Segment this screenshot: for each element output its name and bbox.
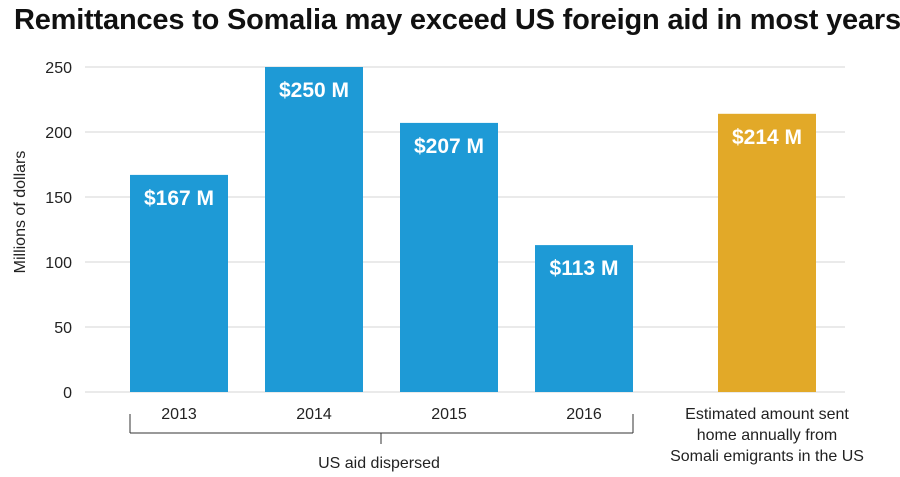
category-label-5-line-3: Somali emigrants in the US [670, 448, 864, 465]
chart-title: Remittances to Somalia may exceed US for… [14, 4, 900, 36]
bar-data-label-5: $214 M [732, 126, 802, 149]
bar-data-label-4: $113 M [550, 257, 619, 280]
category-label-5-line-1: Estimated amount sent [685, 406, 849, 423]
category-label-4: 2016 [566, 406, 602, 423]
bar-1 [130, 174, 228, 392]
bar-data-label-3: $207 M [414, 135, 484, 158]
category-label-3: 2015 [431, 406, 467, 423]
bar-data-label-1: $167 M [144, 187, 214, 210]
bar-data-label-2: $250 M [279, 79, 349, 102]
y-axis-ticks: 0 50 100 150 200 250 [45, 60, 72, 402]
bars: $167 M 2013 $250 M 2014 $207 M 2015 $113 M 2016… [130, 67, 864, 465]
bar-3 [400, 122, 498, 393]
group-label-us-aid: US aid dispersed [318, 455, 440, 472]
y-tick-label-50: 50 [54, 320, 72, 337]
bar-5 [718, 113, 816, 393]
category-label-2: 2014 [296, 406, 332, 423]
bar-4 [535, 245, 633, 392]
y-tick-label-150: 150 [45, 190, 72, 207]
y-axis-title: Millions of dollars [12, 151, 29, 274]
category-label-1: 2013 [161, 406, 197, 423]
bar-2 [265, 67, 363, 392]
y-tick-label-0: 0 [63, 385, 72, 402]
y-tick-label-250: 250 [45, 60, 72, 77]
category-label-5-line-2: home annually from [697, 427, 838, 444]
y-tick-label-200: 200 [45, 125, 72, 142]
y-tick-label-100: 100 [45, 255, 72, 272]
group-bracket [129, 414, 634, 444]
